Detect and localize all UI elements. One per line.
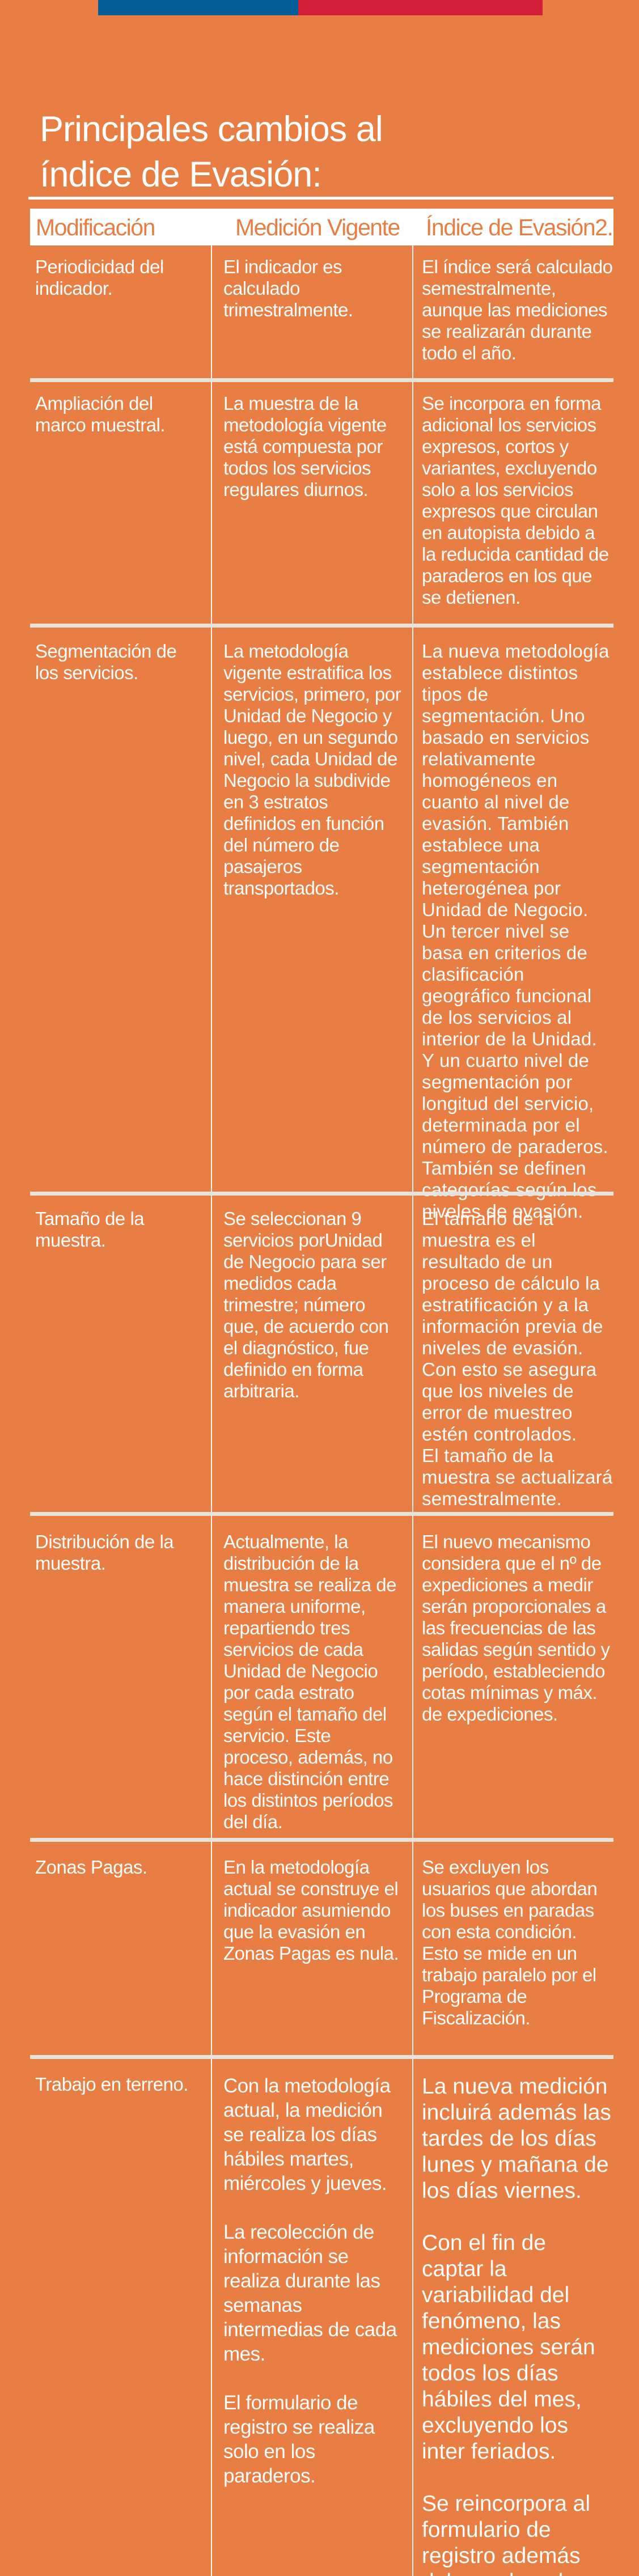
row-separator xyxy=(30,1838,613,1842)
brand-bar-blue xyxy=(98,0,298,15)
row-label: Tamaño de la muestra. xyxy=(35,1208,145,1251)
cell-medicion-vigente: La muestra de la metodología vigente est… xyxy=(223,393,387,500)
cell-indice-evasion: El nuevo mecanismo considera que el nº d… xyxy=(422,1531,610,1725)
cell-indice-evasion: La nueva medición incluirá además las ta… xyxy=(422,2074,611,2576)
row-separator xyxy=(30,2055,613,2059)
row-label: Ampliación del marco muestral. xyxy=(35,393,166,435)
column-header-indice-evasion-2-0: Índice de Evasión2.0 xyxy=(426,214,625,240)
column-header-modificacion: Modificación xyxy=(36,214,155,240)
row-label: Trabajo en terreno. xyxy=(35,2074,188,2095)
row-separator xyxy=(30,378,613,382)
column-header-medicion-vigente: Medición Vigente xyxy=(235,214,400,240)
cell-indice-evasion: El tamaño de la muestra es el resultado … xyxy=(422,1208,613,1509)
table-header-row: Modificación Medición Vigente Índice de … xyxy=(30,209,625,245)
page-title: Principales cambios al índice de Evasión… xyxy=(40,109,383,195)
row-separator xyxy=(30,1192,613,1196)
brand-bar-red xyxy=(298,0,543,15)
column-divider-1 xyxy=(211,245,212,2576)
cell-medicion-vigente: Se seleccionan 9 servicios porUnidad de … xyxy=(223,1208,389,1401)
title-divider xyxy=(28,197,613,200)
row-separator xyxy=(30,624,613,628)
cell-indice-evasion: Se excluyen los usuarios que abordan los… xyxy=(422,1857,598,2028)
cell-medicion-vigente: El indicador es calculado trimestralment… xyxy=(223,256,353,320)
cell-medicion-vigente: Con la metodología actual, la medición s… xyxy=(223,2075,397,2487)
cell-medicion-vigente: Actualmente, la distribución de la muest… xyxy=(223,1531,396,1832)
row-label: Periodicidad del indicador. xyxy=(35,256,164,299)
cell-indice-evasion: La nueva metodología establece distintos… xyxy=(422,641,610,1222)
cell-indice-evasion: El índice será calculado semestralmente,… xyxy=(422,256,613,363)
column-divider-2 xyxy=(412,245,413,2576)
row-label: Distribución de la muestra. xyxy=(35,1531,174,1574)
cell-indice-evasion: Se incorpora en forma adicional los serv… xyxy=(422,393,609,608)
row-label: Segmentación de los servicios. xyxy=(35,641,177,683)
row-separator xyxy=(30,1512,613,1516)
cell-medicion-vigente: En la metodología actual se construye el… xyxy=(223,1857,399,1964)
cell-medicion-vigente: La metodología vigente estratifica los s… xyxy=(223,641,401,899)
row-label: Zonas Pagas. xyxy=(35,1857,147,1878)
